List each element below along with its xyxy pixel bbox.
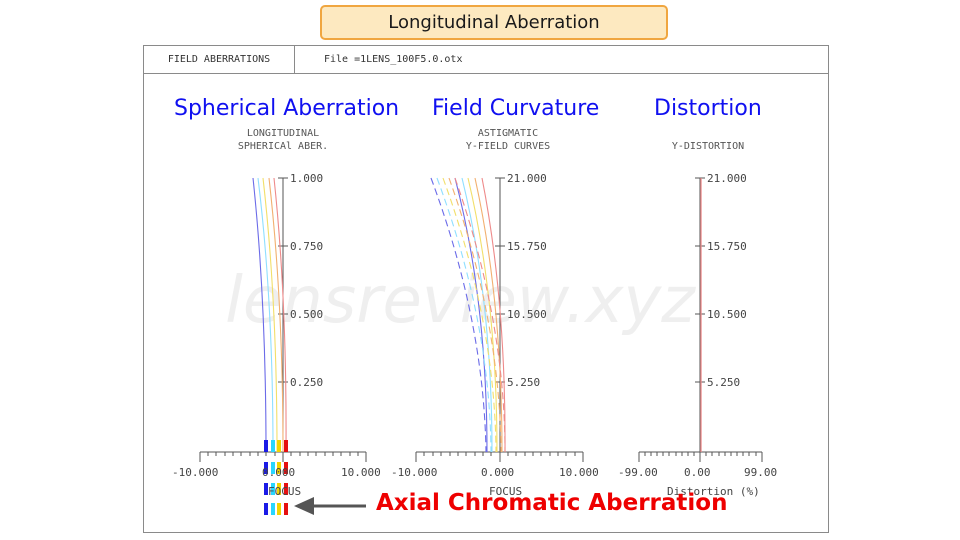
distortion-x-tick-label: -99.00 [618,466,658,479]
panel-header: FIELD ABERRATIONS File =1LENS_100F5.0.ot… [144,46,828,74]
field-x-tick-label: 10.000 [559,466,599,479]
spherical-x-tick-label: 10.000 [341,466,381,479]
distortion-y-tick-label: 10.500 [707,308,747,321]
distortion-subtitle: Y-DISTORTION [671,141,745,152]
axial-chromatic-annotation: Axial Chromatic Aberration [376,490,728,516]
field-x-ticks [415,452,584,462]
distortion-heading: Distortion [654,96,762,121]
axial-color-markers [264,440,288,515]
spherical-y-tick-label: 0.750 [290,240,324,253]
distortion-x-axis-label: Distortion (%) [667,485,760,498]
field-y-tick-label: 21.000 [507,172,547,185]
field-subtitle-1: ASTIGMATIC [477,128,539,139]
spherical-curves [252,177,287,453]
spherical-x-axis-label: FOCUS [268,485,302,498]
spherical-x-tick-label: -10.000 [172,466,219,479]
field-x-tick-label: -10.000 [391,466,438,479]
field-tangential-curves [430,177,506,453]
field-curvature-heading: Field Curvature [432,96,600,121]
field-x-axis-label: FOCUS [489,485,523,498]
field-curvature-plot [415,177,584,462]
field-y-tick-label: 15.750 [507,240,547,253]
field-y-tick-label: 5.250 [507,376,541,389]
distortion-x-ticks [638,452,763,462]
field-x-tick-label: 0.000 [481,466,515,479]
field-y-tick-label: 10.500 [507,308,547,321]
spherical-plot [199,177,367,515]
distortion-y-tick-label: 5.250 [707,376,741,389]
spherical-y-tick-label: 0.250 [290,376,324,389]
header-label: FIELD ABERRATIONS [144,46,295,73]
spherical-subtitle-1: LONGITUDINAL [246,128,320,139]
distortion-y-ticks [695,177,705,383]
slide-title: Longitudinal Aberration [320,5,668,40]
arrow-icon [294,497,366,515]
spherical-x-tick-label: 0.000 [262,466,296,479]
distortion-plot [638,177,763,462]
spherical-heading: Spherical Aberration [174,96,400,121]
header-file: File =1LENS_100F5.0.otx [324,54,463,65]
spherical-y-tick-label: 1.000 [290,172,324,185]
spherical-subtitle-2: SPHERICAl ABER. [237,141,329,152]
distortion-y-tick-label: 15.750 [707,240,747,253]
distortion-y-tick-label: 21.000 [707,172,747,185]
spherical-x-ticks [199,452,367,462]
distortion-x-tick-label: 0.00 [684,466,711,479]
field-sagittal-curves [454,177,506,453]
spherical-y-tick-label: 0.500 [290,308,324,321]
field-aberrations-panel: FIELD ABERRATIONS File =1LENS_100F5.0.ot… [143,45,829,533]
field-subtitle-2: Y-FIELD CURVES [465,141,551,152]
watermark: lensreview.xyz [225,264,696,338]
distortion-x-tick-label: 99.00 [744,466,778,479]
